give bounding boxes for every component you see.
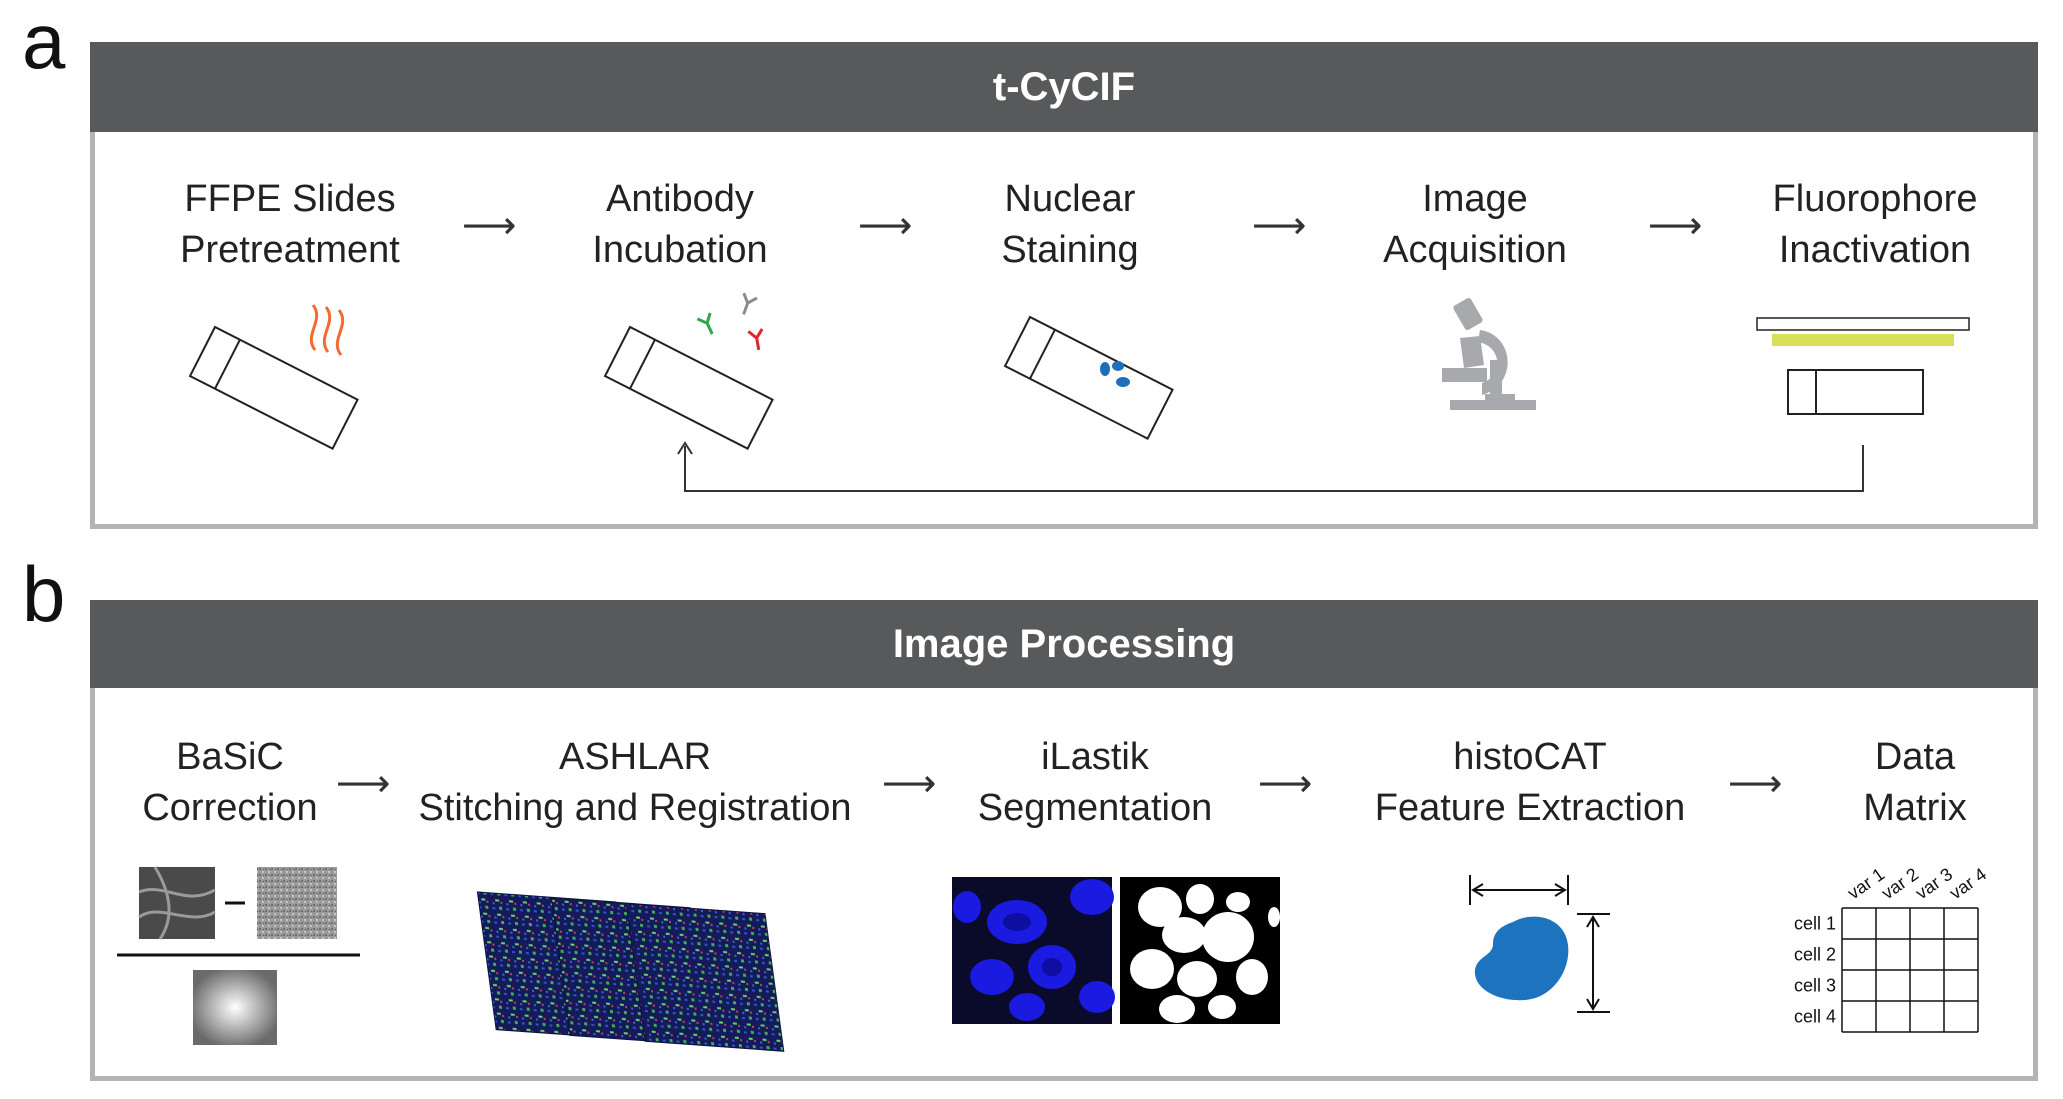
- matrix-column-label: var 4: [1946, 864, 1990, 903]
- arrow-right: ⟶: [336, 763, 391, 805]
- light-source-bar: [1756, 317, 1970, 331]
- light-filter-icon: [1772, 334, 1954, 346]
- panel-b-letter: b: [22, 550, 66, 638]
- slide-icon: [1787, 369, 1924, 415]
- cell-shape: [1474, 916, 1569, 1001]
- arrow-right: ⟶: [1728, 763, 1783, 805]
- matrix-row-label: cell 1: [1794, 914, 1836, 934]
- step-data-matrix: Data Matrix: [1840, 732, 1990, 834]
- step-label-line1: Image: [1422, 178, 1528, 220]
- step-label-line1: iLastik: [1041, 736, 1149, 778]
- slide-icon: [188, 325, 359, 450]
- step-label-line1: Data: [1874, 736, 1956, 778]
- step-label-line2: Inactivation: [1778, 229, 1972, 271]
- arrow-right: ⟶: [462, 205, 517, 247]
- nuclei-icon: [1100, 361, 1130, 387]
- segmentation-mask-image: [1120, 877, 1280, 1024]
- step-image-acquisition: Image Acquisition: [1365, 174, 1585, 276]
- step-fluorophore-inactivation: Fluorophore Inactivation: [1755, 174, 1995, 276]
- step-label-line1: BaSiC: [176, 736, 284, 778]
- step-label-line2: Acquisition: [1383, 229, 1567, 271]
- microscope-icon: [1442, 297, 1536, 410]
- step-label-line2: Segmentation: [977, 787, 1213, 829]
- step-label-line1: ASHLAR: [558, 736, 712, 778]
- darkfield-image: [257, 867, 337, 939]
- step-label-line1: FFPE Slides: [184, 178, 396, 220]
- antibody-slide-icon: [603, 292, 774, 450]
- arrow-right: ⟶: [1252, 205, 1307, 247]
- step-label-line2: Correction: [142, 787, 318, 829]
- raw-tile-image: [139, 867, 215, 939]
- step-label-line2: Incubation: [592, 229, 768, 271]
- cell-measure-icon: [1469, 875, 1610, 1013]
- step-basic-correction: BaSiC Correction: [120, 732, 340, 834]
- arrow-right: ⟶: [858, 205, 913, 247]
- step-ashlar-stitching: ASHLAR Stitching and Registration: [405, 732, 865, 834]
- nuclei-image: [952, 877, 1115, 1024]
- step-label-line2: Matrix: [1863, 787, 1967, 829]
- stitched-tiles-icon: [476, 891, 785, 1052]
- step-histocat-feature-extraction: histoCAT Feature Extraction: [1360, 732, 1700, 834]
- step-label-line1: Fluorophore: [1772, 178, 1978, 220]
- step-antibody-incubation: Antibody Incubation: [570, 174, 790, 276]
- matrix-row-label: cell 4: [1794, 1007, 1836, 1027]
- step-label-line1: histoCAT: [1453, 736, 1607, 778]
- step-label-line2: Pretreatment: [180, 229, 400, 271]
- ffpe-slide-icon: [188, 304, 359, 450]
- step-label-line2: Feature Extraction: [1374, 787, 1686, 829]
- panel-a-header: t-CyCIF: [90, 42, 2038, 132]
- matrix-row-label: cell 2: [1794, 945, 1836, 965]
- cycle-loop-arrow: [677, 441, 1864, 492]
- panel-a-letter: a: [22, 0, 66, 85]
- arrow-right: ⟶: [882, 763, 937, 805]
- nuclear-staining-slide-icon: [1003, 315, 1174, 440]
- step-label-line1: Antibody: [606, 178, 754, 220]
- step-ilastik-segmentation: iLastik Segmentation: [965, 732, 1225, 834]
- fluorophore-inactivation-icon: [1756, 317, 1970, 415]
- flatfield-image: [193, 970, 277, 1045]
- arrow-right: ⟶: [1648, 205, 1703, 247]
- heat-waves-icon: [309, 304, 345, 356]
- segmentation-icon: [952, 877, 1280, 1024]
- step-nuclear-staining: Nuclear Staining: [970, 174, 1170, 276]
- matrix-row-label: cell 3: [1794, 976, 1836, 996]
- step-label-line1: Nuclear: [1004, 178, 1136, 220]
- panel-b-header: Image Processing: [90, 600, 2038, 688]
- slide-icon: [603, 325, 774, 450]
- arrow-right: ⟶: [1258, 763, 1313, 805]
- antibody-icon: [696, 292, 764, 351]
- flatfield-correction-icon: [117, 866, 360, 1045]
- slide-icon: [1003, 315, 1174, 440]
- step-label-line2: Stitching and Registration: [418, 787, 852, 829]
- step-label-line2: Staining: [1001, 229, 1139, 271]
- step-ffpe-pretreatment: FFPE Slides Pretreatment: [170, 174, 410, 276]
